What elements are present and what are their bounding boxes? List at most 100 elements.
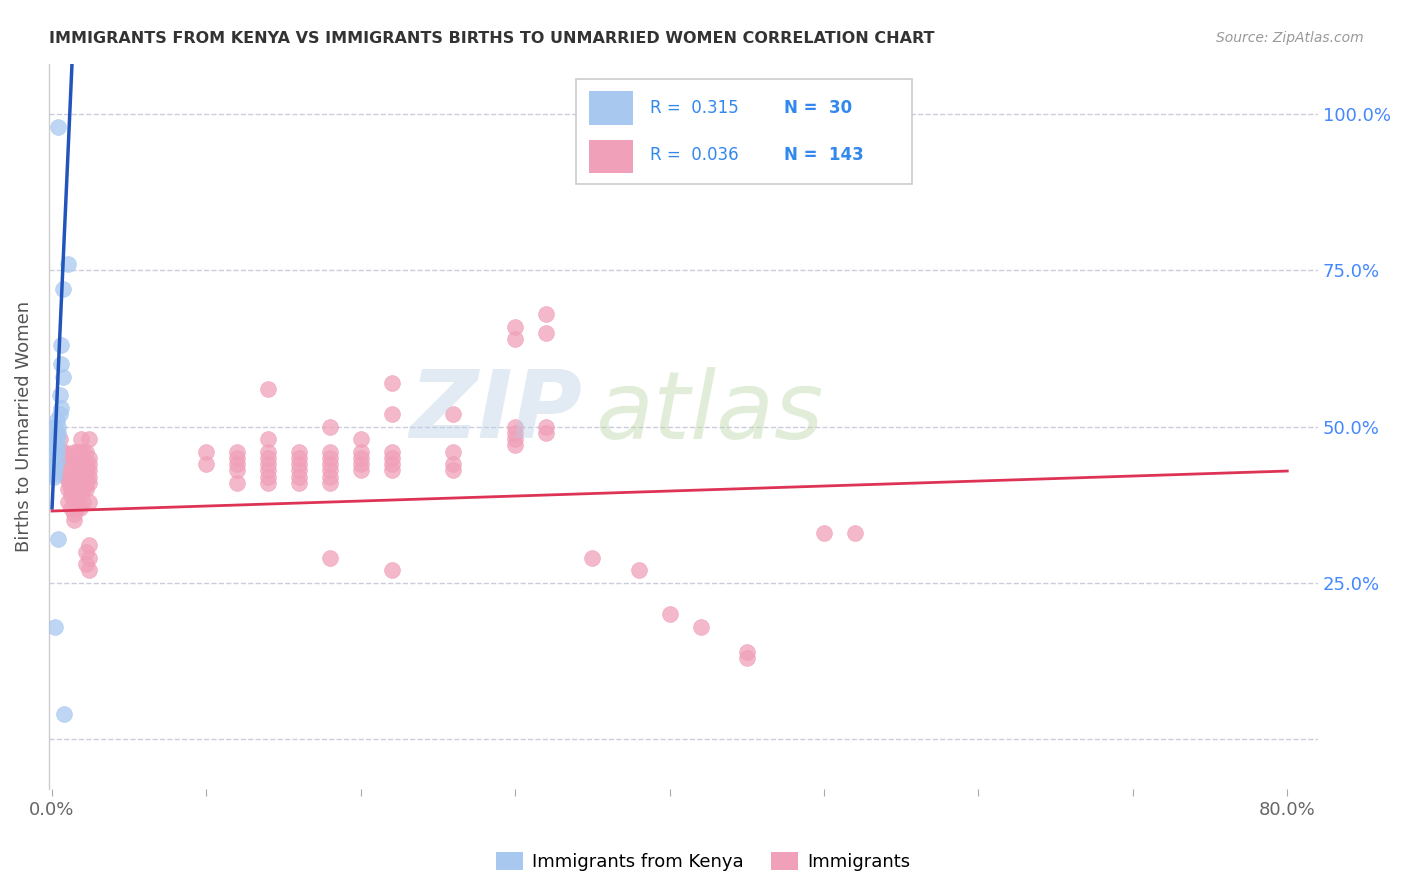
Point [75, 469, 97, 483]
Point [56, 494, 79, 508]
Point [319, 419, 342, 434]
Point [70, 432, 93, 446]
Point [45, 454, 67, 468]
Point [66, 475, 89, 490]
Point [63, 463, 86, 477]
Point [75, 557, 97, 571]
Point [72, 482, 94, 496]
Point [69, 469, 91, 483]
Point [55, 457, 77, 471]
Point [70, 469, 93, 483]
Point [319, 444, 342, 458]
Point [60, 482, 83, 496]
Point [60, 457, 83, 471]
Point [381, 450, 404, 465]
Point [66, 488, 89, 502]
Point [77, 538, 100, 552]
Point [319, 463, 342, 477]
Point [257, 444, 280, 458]
Text: ZIP: ZIP [409, 366, 582, 458]
Point [62, 469, 84, 483]
Point [56, 257, 79, 271]
Point [319, 550, 342, 565]
Point [381, 457, 404, 471]
Point [63, 450, 86, 465]
Point [319, 457, 342, 471]
Point [69, 444, 91, 458]
Point [658, 607, 681, 622]
Point [350, 457, 373, 471]
Text: atlas: atlas [595, 367, 823, 458]
Point [45, 444, 67, 458]
Point [63, 469, 86, 483]
Point [46, 425, 69, 440]
Point [45, 438, 67, 452]
Point [58, 457, 80, 471]
Point [75, 444, 97, 458]
Point [44, 620, 66, 634]
Point [67, 469, 90, 483]
Point [62, 482, 84, 496]
Point [77, 457, 100, 471]
Point [62, 513, 84, 527]
Point [45, 429, 67, 443]
Point [534, 425, 557, 440]
Point [58, 469, 80, 483]
Point [443, 463, 465, 477]
Point [503, 425, 526, 440]
Point [77, 550, 100, 565]
Point [288, 463, 311, 477]
Point [195, 457, 218, 471]
Point [67, 450, 90, 465]
Point [62, 457, 84, 471]
Point [288, 457, 311, 471]
Point [288, 444, 311, 458]
Point [226, 444, 249, 458]
Point [72, 457, 94, 471]
Point [350, 450, 373, 465]
Point [69, 457, 91, 471]
Point [42, 457, 65, 471]
Point [72, 450, 94, 465]
Point [62, 507, 84, 521]
Point [319, 469, 342, 483]
Point [55, 448, 77, 462]
Point [534, 419, 557, 434]
Point [72, 469, 94, 483]
Point [381, 563, 404, 577]
Point [63, 475, 86, 490]
Point [381, 407, 404, 421]
Point [226, 463, 249, 477]
Point [257, 469, 280, 483]
Point [73, 457, 96, 471]
Point [257, 457, 280, 471]
Point [58, 475, 80, 490]
Point [42, 469, 65, 483]
Point [45, 432, 67, 446]
Point [75, 463, 97, 477]
Point [53, 707, 76, 722]
Point [46, 419, 69, 434]
Point [627, 563, 650, 577]
Point [77, 463, 100, 477]
Point [42, 467, 65, 481]
Point [66, 463, 89, 477]
Point [52, 282, 75, 296]
Point [503, 319, 526, 334]
Point [503, 332, 526, 346]
Point [534, 326, 557, 340]
Point [69, 463, 91, 477]
Point [66, 444, 89, 458]
Point [75, 457, 97, 471]
Point [62, 463, 84, 477]
Point [52, 444, 75, 458]
Point [75, 482, 97, 496]
Point [62, 444, 84, 458]
Point [55, 469, 77, 483]
Point [257, 382, 280, 396]
Point [72, 494, 94, 508]
Point [77, 469, 100, 483]
Point [503, 438, 526, 452]
Point [51, 338, 73, 352]
Point [735, 651, 758, 665]
